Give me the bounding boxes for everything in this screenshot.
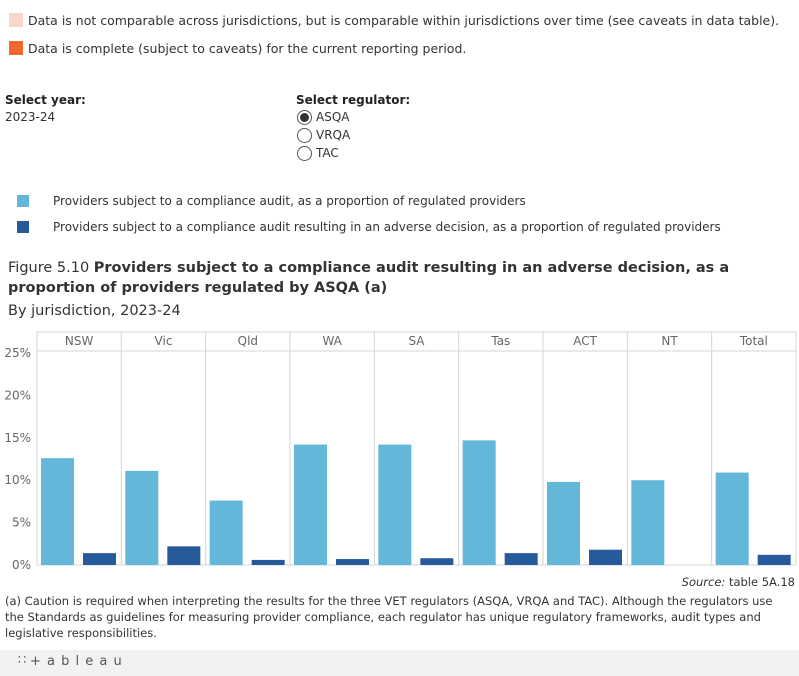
bar-audit-nsw	[41, 458, 74, 565]
tableau-brand[interactable]: + a b l e a u	[30, 654, 123, 669]
category-label: SA	[408, 334, 425, 348]
radio-asqa-label[interactable]: ASQA	[316, 110, 350, 124]
bar-adverse-act	[589, 549, 622, 565]
bar-audit-wa	[294, 444, 327, 565]
bar-audit-tas	[462, 440, 496, 565]
radio-tac[interactable]	[297, 146, 312, 161]
bar-audit-qld	[209, 500, 243, 565]
bar-chart: 0% 5% 10% 15% 20% 25% NSW Vic Qld WA SA Tas ACT NT Tot…	[4, 331, 797, 570]
y-tick-label: 15%	[4, 431, 31, 445]
category-label: Qld	[238, 334, 258, 348]
y-tick-label: 20%	[4, 388, 31, 402]
year-filter-label: Select year:	[5, 93, 86, 107]
y-tick-label: 5%	[12, 516, 31, 530]
series-audit-legend-text: Providers subject to a compliance audit,…	[53, 194, 526, 208]
y-tick-label: 0%	[12, 558, 31, 570]
tableau-footer: ∷ + a b l e a u	[0, 650, 799, 676]
bar-audit-act	[547, 481, 580, 565]
tableau-logo-icon[interactable]: ∷	[18, 653, 27, 668]
bar-audit-vic	[125, 470, 159, 565]
radio-asqa[interactable]	[297, 110, 312, 125]
not-comparable-swatch	[9, 13, 23, 27]
bar-audit-total	[715, 472, 749, 565]
bar-adverse-sa	[420, 558, 454, 565]
bar-adverse-nsw	[83, 553, 116, 565]
bar-adverse-vic	[167, 546, 201, 565]
source-note: Source: table 5A.18	[682, 574, 795, 590]
category-label: Tas	[490, 334, 510, 348]
y-tick-label: 25%	[4, 346, 31, 360]
figure-subtitle: By jurisdiction, 2023-24	[8, 303, 181, 319]
y-tick-label: 10%	[4, 473, 31, 487]
figure-title: Figure 5.10 Providers subject to a compl…	[8, 258, 768, 298]
not-comparable-legend-text: Data is not comparable across jurisdicti…	[28, 13, 780, 28]
bar-adverse-total	[757, 554, 791, 565]
category-label: NT	[661, 334, 678, 348]
radio-vrqa[interactable]	[297, 128, 312, 143]
complete-legend-text: Data is complete (subject to caveats) fo…	[28, 41, 467, 56]
series-adverse-swatch	[17, 221, 29, 233]
source-prefix: Source:	[681, 575, 726, 589]
category-label: Vic	[155, 334, 173, 348]
bar-adverse-wa	[336, 559, 369, 565]
bar-audit-sa	[378, 444, 412, 565]
category-label: WA	[322, 334, 342, 348]
radio-tac-label[interactable]: TAC	[316, 146, 339, 160]
figure-number: Figure 5.10	[8, 260, 90, 276]
figure-title-text: Providers subject to a compliance audit …	[8, 260, 730, 296]
category-label: Total	[739, 334, 768, 348]
series-audit-swatch	[17, 195, 29, 207]
source-text: table 5A.18	[728, 575, 795, 589]
category-label: ACT	[573, 334, 597, 348]
category-label: NSW	[65, 334, 94, 348]
regulator-filter-label: Select regulator:	[296, 93, 411, 107]
year-filter-value[interactable]: 2023-24	[5, 110, 56, 124]
radio-vrqa-label[interactable]: VRQA	[316, 128, 351, 142]
bar-adverse-tas	[504, 553, 538, 565]
complete-swatch	[9, 41, 23, 55]
bar-audit-nt	[631, 480, 665, 565]
bar-adverse-qld	[251, 559, 285, 565]
series-adverse-legend-text: Providers subject to a compliance audit …	[53, 220, 721, 234]
footnote-a: (a) Caution is required when interpretin…	[5, 594, 773, 640]
